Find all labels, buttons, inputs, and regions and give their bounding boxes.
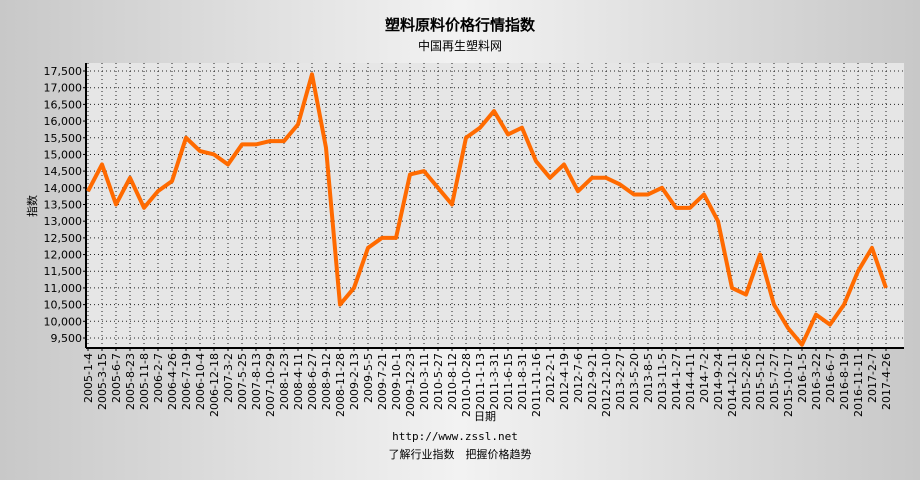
x-tick-label: 2013-5-20	[628, 353, 641, 410]
data-line	[86, 72, 888, 347]
x-tick-label: 2012-7-6	[572, 353, 585, 403]
x-tick-label: 2005-1-4	[82, 353, 95, 403]
y-axis-label: 指数	[25, 195, 39, 217]
y-tick-label: 9,500	[51, 332, 83, 345]
x-tick-label: 2010-10-28	[460, 353, 473, 417]
y-tick-label: 10,500	[44, 299, 83, 312]
chart-subtitle: 中国再生塑料网	[418, 38, 502, 53]
x-tick-label: 2009-12-23	[404, 353, 417, 417]
y-tick-label: 17,000	[44, 82, 83, 95]
x-tick-label: 2007-8-13	[250, 353, 263, 410]
x-tick-label: 2012-4-19	[558, 353, 571, 410]
x-tick-label: 2009-10-1	[390, 353, 403, 410]
footer-url: http://www.zssl.net	[392, 430, 518, 443]
x-tick-label: 2009-5-5	[362, 353, 375, 403]
x-tick-label: 2011-1-13	[474, 353, 487, 410]
x-tick-label: 2015-7-27	[768, 353, 781, 410]
x-tick-label: 2016-1-5	[796, 353, 809, 403]
y-tick-label: 14,500	[44, 165, 83, 178]
x-tick-label: 2014-12-11	[726, 353, 739, 417]
x-tick-label: 2009-2-13	[348, 353, 361, 410]
x-tick-label: 2015-5-12	[754, 353, 767, 410]
y-tick-label: 16,500	[44, 98, 83, 111]
x-tick-label: 2006-10-4	[194, 353, 207, 410]
x-tick-label: 2012-12-10	[600, 353, 613, 417]
x-tick-label: 2013-2-27	[614, 353, 627, 410]
x-tick-label: 2014-7-2	[698, 353, 711, 403]
x-tick-label: 2009-7-21	[376, 353, 389, 410]
plot-area	[86, 63, 904, 348]
x-tick-label: 2008-6-27	[306, 353, 319, 410]
x-tick-label: 2013-8-5	[642, 353, 655, 403]
x-tick-label: 2008-11-28	[334, 353, 347, 417]
x-tick-label: 2010-3-11	[418, 353, 431, 410]
y-tick-label: 13,000	[44, 215, 83, 228]
y-tick-label: 11,500	[44, 265, 83, 278]
x-tick-label: 2016-8-19	[838, 353, 851, 410]
y-tick-label: 15,000	[44, 148, 83, 161]
x-tick-label: 2016-11-11	[852, 353, 865, 417]
x-tick-label: 2011-8-31	[516, 353, 529, 410]
x-tick-label: 2006-7-19	[180, 353, 193, 410]
x-tick-label: 2010-5-27	[432, 353, 445, 410]
x-axis-label: 日期	[474, 410, 496, 423]
x-tick-label: 2008-4-11	[292, 353, 305, 410]
x-tick-label: 2013-11-5	[656, 353, 669, 410]
x-tick-label: 2005-3-15	[96, 353, 109, 410]
y-tick-label: 11,000	[44, 282, 83, 295]
y-tick-label: 16,000	[44, 115, 83, 128]
footer-slogan: 了解行业指数 把握价格趋势	[389, 447, 532, 461]
x-tick-label: 2011-11-16	[530, 353, 543, 417]
x-tick-label: 2012-9-21	[586, 353, 599, 410]
y-tick-label: 12,500	[44, 232, 83, 245]
y-tick-label: 13,500	[44, 198, 83, 211]
x-tick-label: 2006-4-26	[166, 353, 179, 410]
x-tick-label: 2008-9-12	[320, 353, 333, 410]
x-tick-label: 2007-3-2	[222, 353, 235, 403]
x-tick-label: 2005-11-8	[138, 353, 151, 410]
x-tick-label: 2005-6-7	[110, 353, 123, 403]
y-tick-label: 12,000	[44, 249, 83, 262]
x-tick-label: 2014-4-11	[684, 353, 697, 410]
x-tick-label: 2008-1-23	[278, 353, 291, 410]
x-tick-label: 2012-2-1	[544, 353, 557, 403]
x-tick-label: 2017-2-7	[866, 353, 879, 403]
x-tick-label: 2010-8-12	[446, 353, 459, 410]
x-tick-label: 2005-8-23	[124, 353, 137, 410]
x-tick-label: 2014-9-24	[712, 353, 725, 410]
x-tick-label: 2006-2-7	[152, 353, 165, 403]
y-tick-label: 14,000	[44, 182, 83, 195]
y-tick-label: 10,000	[44, 315, 83, 328]
x-tick-label: 2017-4-26	[880, 353, 893, 410]
x-tick-label: 2015-10-17	[782, 353, 795, 417]
x-tick-label: 2014-1-27	[670, 353, 683, 410]
chart-title: 塑料原料价格行情指数	[385, 16, 536, 34]
y-tick-label: 15,500	[44, 132, 83, 145]
x-tick-label: 2006-12-18	[208, 353, 221, 417]
x-tick-label: 2016-6-7	[824, 353, 837, 403]
x-tick-label: 2011-6-15	[502, 353, 515, 410]
x-tick-label: 2015-2-26	[740, 353, 753, 410]
x-tick-label: 2016-3-22	[810, 353, 823, 410]
x-tick-label: 2007-10-29	[264, 353, 277, 417]
x-tick-label: 2011-3-31	[488, 353, 501, 410]
x-tick-label: 2007-5-25	[236, 353, 249, 410]
y-tick-label: 17,500	[44, 65, 83, 78]
